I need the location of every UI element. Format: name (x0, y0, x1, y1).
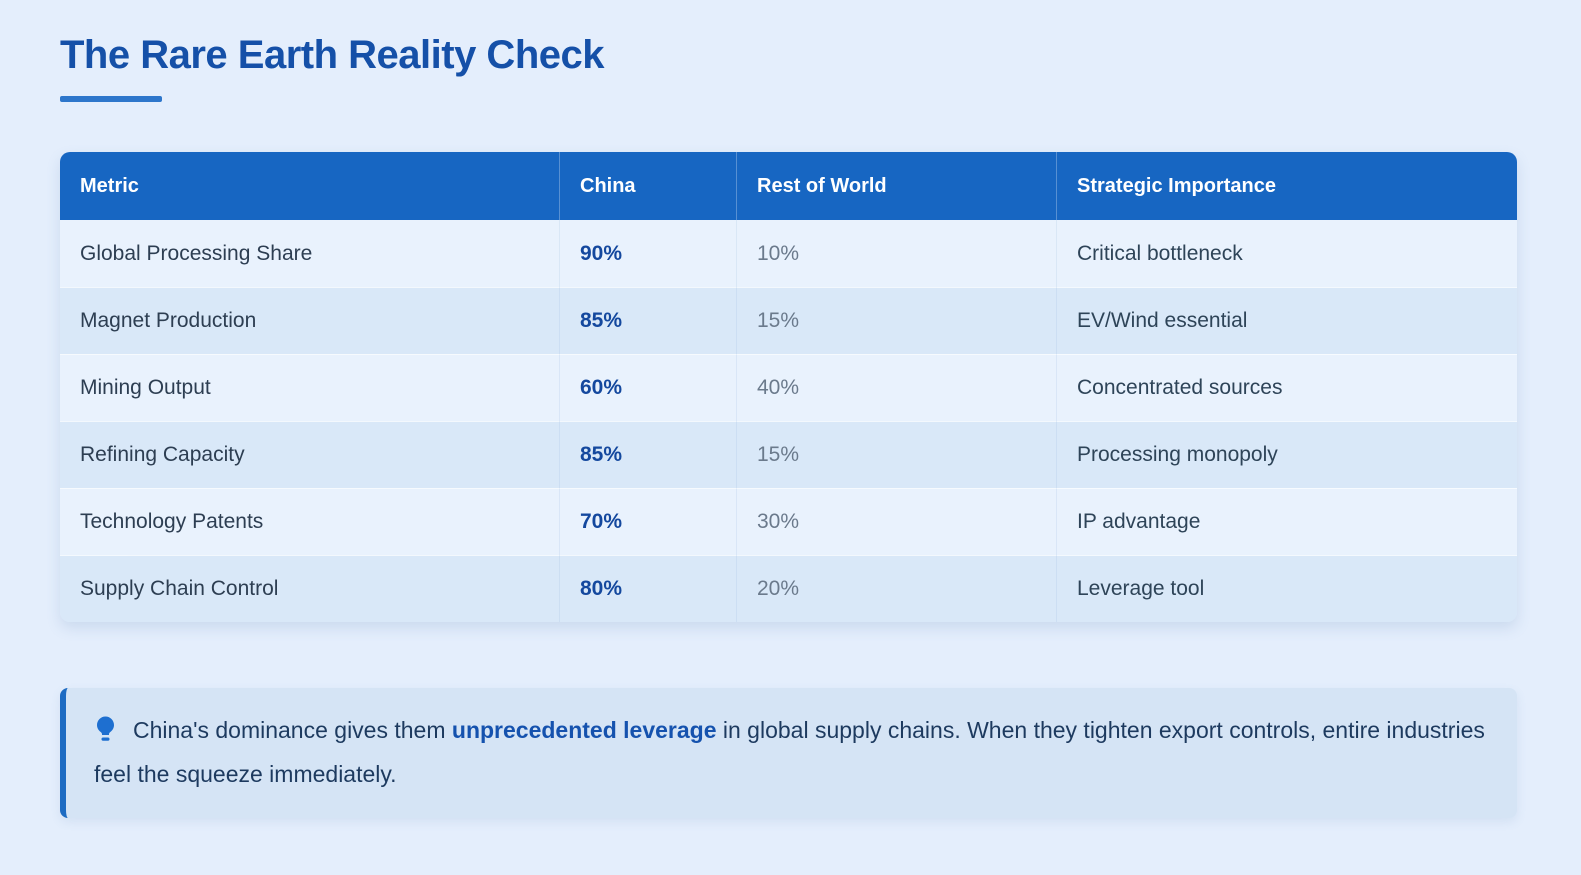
column-header-metric: Metric (60, 152, 560, 220)
china-cell: 90% (560, 220, 737, 287)
callout-text-after: in global supply chains. When they tight… (94, 717, 1485, 787)
rest-of-world-cell: 40% (737, 354, 1057, 421)
rest-of-world-cell: 15% (737, 287, 1057, 354)
importance-cell: Concentrated sources (1057, 354, 1517, 421)
china-cell: 60% (560, 354, 737, 421)
metric-cell: Technology Patents (60, 488, 560, 555)
lightbulb-icon (94, 714, 117, 754)
table-row: Technology Patents 70% 30% IP advantage (60, 488, 1517, 555)
importance-cell: Leverage tool (1057, 555, 1517, 622)
content-column: The Rare Earth Reality Check Metric Chin… (60, 30, 1517, 818)
importance-cell: Critical bottleneck (1057, 220, 1517, 287)
page: The Rare Earth Reality Check Metric Chin… (60, 30, 1517, 818)
metric-cell: Refining Capacity (60, 421, 560, 488)
rest-of-world-cell: 15% (737, 421, 1057, 488)
column-header-rest-of-world: Rest of World (737, 152, 1057, 220)
importance-cell: IP advantage (1057, 488, 1517, 555)
rest-of-world-cell: 30% (737, 488, 1057, 555)
rare-earth-table: Metric China Rest of World Strategic Imp… (60, 152, 1517, 622)
china-cell: 70% (560, 488, 737, 555)
china-cell: 85% (560, 421, 737, 488)
china-cell: 85% (560, 287, 737, 354)
page-title: The Rare Earth Reality Check (60, 33, 605, 77)
column-header-strategic-importance: Strategic Importance (1057, 152, 1517, 220)
insight-callout: China's dominance gives them unprecedent… (60, 688, 1517, 818)
metric-cell: Mining Output (60, 354, 560, 421)
table-row: Supply Chain Control 80% 20% Leverage to… (60, 555, 1517, 622)
table-row: Refining Capacity 85% 15% Processing mon… (60, 421, 1517, 488)
table-row: Magnet Production 85% 15% EV/Wind essent… (60, 287, 1517, 354)
title-underline (60, 96, 162, 102)
rest-of-world-cell: 10% (737, 220, 1057, 287)
china-cell: 80% (560, 555, 737, 622)
table-row: Global Processing Share 90% 10% Critical… (60, 220, 1517, 287)
column-header-china: China (560, 152, 737, 220)
table-row: Mining Output 60% 40% Concentrated sourc… (60, 354, 1517, 421)
importance-cell: EV/Wind essential (1057, 287, 1517, 354)
table-header-row: Metric China Rest of World Strategic Imp… (60, 152, 1517, 220)
metric-cell: Magnet Production (60, 287, 560, 354)
callout-text-before: China's dominance gives them (133, 717, 452, 743)
metric-cell: Global Processing Share (60, 220, 560, 287)
importance-cell: Processing monopoly (1057, 421, 1517, 488)
callout-text-bold: unprecedented leverage (451, 717, 717, 743)
metric-cell: Supply Chain Control (60, 555, 560, 622)
rest-of-world-cell: 20% (737, 555, 1057, 622)
